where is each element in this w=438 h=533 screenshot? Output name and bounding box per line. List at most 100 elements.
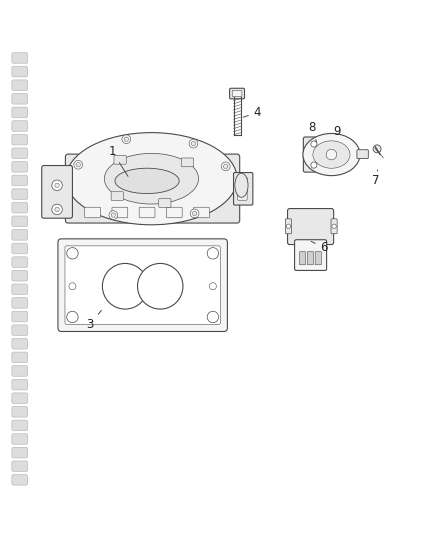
Text: 9: 9 [332, 125, 340, 138]
FancyBboxPatch shape [314, 252, 321, 265]
Circle shape [122, 135, 131, 143]
FancyBboxPatch shape [12, 420, 28, 431]
Circle shape [191, 141, 195, 146]
FancyBboxPatch shape [12, 80, 28, 91]
Ellipse shape [234, 173, 247, 197]
Text: 4: 4 [243, 106, 261, 119]
FancyBboxPatch shape [65, 246, 220, 325]
FancyBboxPatch shape [12, 461, 28, 472]
Circle shape [189, 139, 198, 148]
FancyBboxPatch shape [12, 175, 28, 185]
Circle shape [124, 137, 128, 141]
Circle shape [74, 160, 82, 169]
Circle shape [52, 204, 62, 215]
FancyBboxPatch shape [12, 230, 28, 240]
Text: 8: 8 [307, 122, 316, 142]
Circle shape [67, 311, 78, 322]
Circle shape [286, 224, 290, 229]
FancyBboxPatch shape [12, 284, 28, 295]
Circle shape [207, 311, 218, 322]
FancyBboxPatch shape [158, 199, 170, 207]
Circle shape [55, 207, 59, 212]
FancyBboxPatch shape [12, 297, 28, 308]
FancyBboxPatch shape [58, 239, 227, 332]
FancyBboxPatch shape [232, 91, 241, 96]
FancyBboxPatch shape [12, 93, 28, 104]
FancyBboxPatch shape [12, 257, 28, 268]
Circle shape [109, 211, 117, 220]
Text: 7: 7 [371, 170, 379, 187]
Circle shape [209, 282, 216, 290]
Circle shape [69, 282, 76, 290]
Circle shape [52, 180, 62, 191]
Ellipse shape [104, 154, 198, 204]
FancyBboxPatch shape [12, 66, 28, 77]
FancyBboxPatch shape [166, 207, 182, 218]
FancyBboxPatch shape [12, 311, 28, 322]
Circle shape [221, 162, 230, 171]
Circle shape [372, 145, 380, 153]
FancyBboxPatch shape [12, 393, 28, 403]
FancyBboxPatch shape [12, 474, 28, 485]
FancyBboxPatch shape [12, 407, 28, 417]
FancyBboxPatch shape [294, 240, 326, 270]
FancyBboxPatch shape [111, 192, 123, 200]
FancyBboxPatch shape [112, 207, 127, 218]
FancyBboxPatch shape [12, 203, 28, 213]
FancyBboxPatch shape [307, 252, 313, 265]
FancyBboxPatch shape [42, 166, 72, 218]
FancyBboxPatch shape [330, 219, 336, 234]
FancyBboxPatch shape [12, 216, 28, 227]
Ellipse shape [66, 133, 237, 225]
FancyBboxPatch shape [233, 173, 252, 205]
FancyBboxPatch shape [12, 366, 28, 376]
Circle shape [223, 164, 227, 168]
Ellipse shape [102, 263, 148, 309]
FancyBboxPatch shape [181, 158, 193, 167]
FancyBboxPatch shape [65, 154, 239, 223]
Circle shape [310, 162, 316, 168]
FancyBboxPatch shape [114, 156, 126, 164]
Circle shape [55, 183, 59, 188]
FancyBboxPatch shape [299, 252, 305, 265]
Ellipse shape [115, 168, 179, 193]
FancyBboxPatch shape [12, 189, 28, 199]
Circle shape [325, 149, 336, 160]
FancyBboxPatch shape [12, 379, 28, 390]
FancyBboxPatch shape [193, 207, 209, 218]
FancyBboxPatch shape [139, 207, 155, 218]
Circle shape [192, 211, 196, 216]
Circle shape [207, 248, 218, 259]
FancyBboxPatch shape [356, 150, 367, 158]
Ellipse shape [312, 141, 349, 168]
FancyBboxPatch shape [12, 434, 28, 445]
Ellipse shape [302, 133, 359, 176]
FancyBboxPatch shape [229, 88, 244, 99]
FancyBboxPatch shape [237, 177, 247, 200]
FancyBboxPatch shape [85, 207, 100, 218]
FancyBboxPatch shape [12, 121, 28, 131]
FancyBboxPatch shape [12, 352, 28, 362]
FancyBboxPatch shape [12, 447, 28, 458]
FancyBboxPatch shape [285, 219, 291, 234]
Circle shape [76, 163, 80, 167]
Circle shape [190, 209, 198, 218]
FancyBboxPatch shape [12, 338, 28, 349]
FancyBboxPatch shape [287, 208, 333, 245]
Text: 6: 6 [311, 241, 327, 254]
FancyBboxPatch shape [12, 134, 28, 145]
Circle shape [67, 248, 78, 259]
Text: 3: 3 [86, 310, 101, 331]
Circle shape [111, 213, 115, 217]
FancyBboxPatch shape [12, 270, 28, 281]
Circle shape [310, 141, 316, 147]
FancyBboxPatch shape [12, 148, 28, 158]
FancyBboxPatch shape [12, 107, 28, 118]
FancyBboxPatch shape [12, 161, 28, 172]
FancyBboxPatch shape [303, 137, 324, 172]
Text: 1: 1 [108, 144, 128, 176]
FancyBboxPatch shape [12, 53, 28, 63]
FancyBboxPatch shape [12, 325, 28, 335]
Circle shape [331, 224, 336, 229]
FancyBboxPatch shape [12, 243, 28, 254]
